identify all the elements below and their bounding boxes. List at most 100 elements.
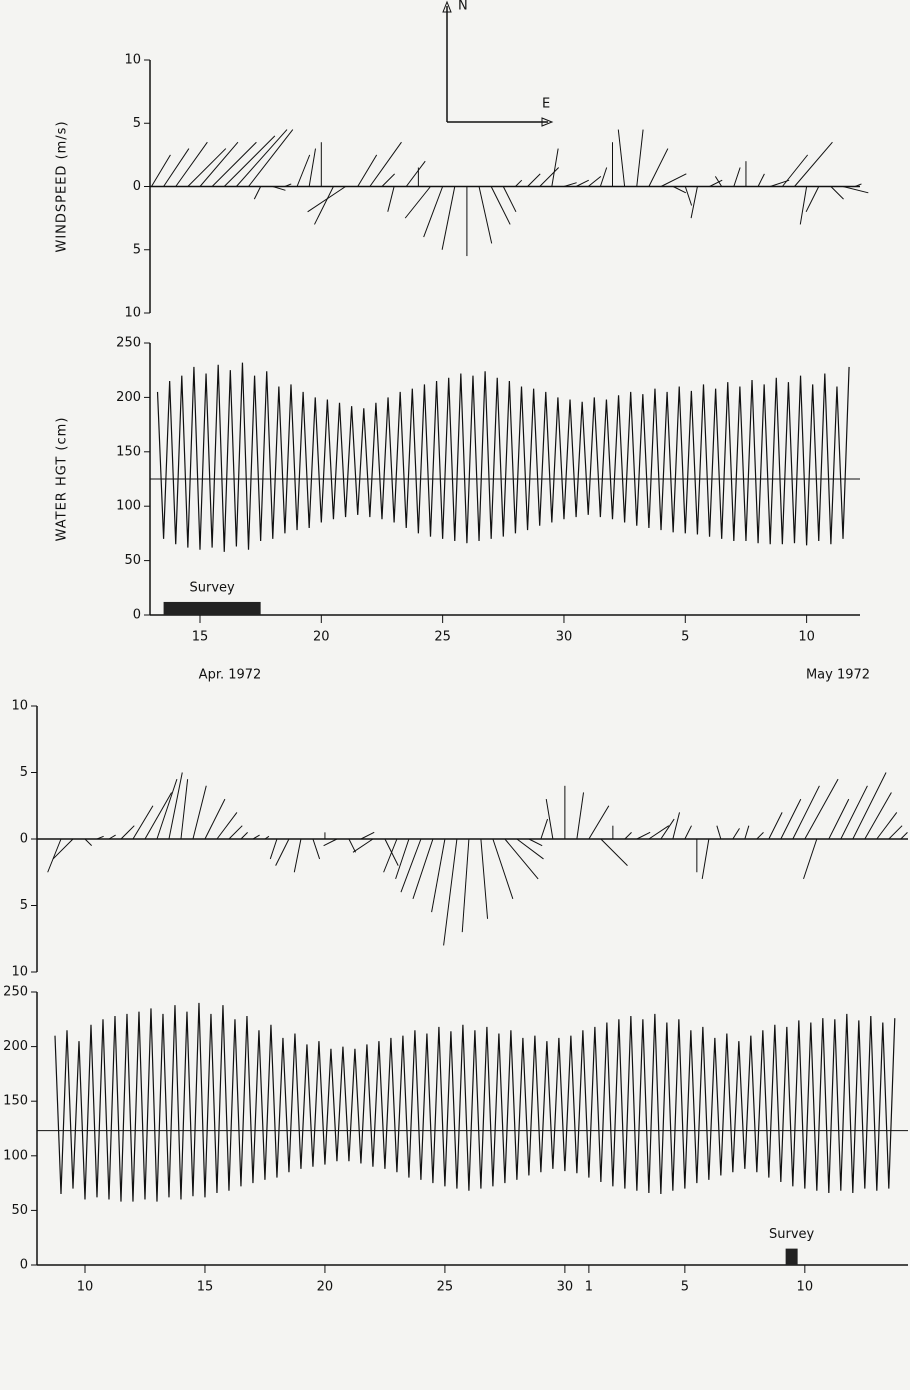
x-tick-label: 1 [585, 1280, 593, 1295]
wind-stick [443, 838, 458, 946]
y-axis-label: WATER HGT (cm) [55, 417, 70, 542]
y-tick-label: 5 [133, 242, 141, 257]
wind-stick [648, 148, 669, 187]
wind-stick [478, 186, 493, 244]
wind-stick [876, 812, 898, 840]
wind-stick [527, 173, 541, 187]
wind-stick [733, 167, 741, 187]
y-tick-label: 200 [3, 1039, 28, 1054]
wind-stick [228, 825, 243, 840]
survey-label: Survey [769, 1227, 815, 1242]
x-tick-label: 25 [437, 1280, 454, 1295]
compass-east-head [541, 117, 554, 127]
wind-stick [528, 838, 543, 847]
y-tick-label: 100 [116, 499, 141, 514]
wind-stick [461, 838, 470, 933]
y-tick-label: 150 [116, 444, 141, 459]
y-tick-label: 5 [20, 898, 28, 913]
wind-stick [660, 818, 675, 840]
wind-stick [504, 838, 539, 880]
wind-stick [223, 135, 276, 187]
water-height-line [156, 362, 850, 552]
wind-stick [852, 772, 887, 840]
wind-stick [588, 805, 610, 840]
y-tick-label: 0 [133, 179, 141, 194]
wind-stick [248, 129, 294, 187]
wind-stick [204, 798, 226, 840]
wind-stick [794, 141, 833, 187]
x-tick-label: 10 [77, 1280, 94, 1295]
wind-stick [275, 838, 290, 866]
wind-stick [412, 838, 434, 900]
wind-stick [441, 186, 456, 250]
wind-stick [803, 838, 818, 880]
wind-stick [264, 835, 270, 840]
wind-stick [307, 186, 346, 213]
wind-stick [423, 186, 444, 238]
wind-stick [636, 831, 651, 840]
wind-stick [900, 831, 908, 840]
y-tick-label: 50 [11, 1203, 28, 1218]
wind-stick [216, 812, 238, 840]
wind-stick [404, 186, 431, 219]
wind-stick [132, 805, 154, 840]
wind-stick [744, 825, 750, 840]
wind-stick [431, 838, 446, 913]
wind-stick [780, 798, 802, 840]
y-tick-label: 10 [11, 699, 28, 714]
wind-stick [240, 831, 248, 840]
wind-stick [672, 186, 687, 194]
wind-stick [180, 779, 189, 840]
x-axis-label: Apr. 1972 [199, 668, 262, 683]
x-tick-label: 30 [556, 630, 573, 645]
wind-stick [828, 798, 850, 840]
x-tick-label: 10 [798, 630, 815, 645]
wind-stick [151, 154, 171, 187]
wind-stick [599, 167, 608, 187]
wind-stick [272, 186, 286, 191]
wind-stick [357, 154, 378, 187]
y-tick-label: 150 [3, 1094, 28, 1109]
wind-stick [648, 825, 670, 840]
wind-stick [236, 129, 288, 187]
x-tick-label: 25 [434, 630, 451, 645]
y-tick-label: 10 [124, 306, 141, 321]
y-axis-label: WINDSPEED (m/s) [55, 120, 70, 252]
wind-stick [805, 186, 820, 213]
wind-stick [804, 778, 839, 840]
wind-stick [192, 785, 207, 840]
wind-stick [709, 179, 723, 187]
wind-stick [253, 186, 262, 200]
wind-stick [672, 812, 680, 840]
compass-east-label: E [542, 97, 550, 112]
wind-stick [854, 183, 862, 187]
wind-stick [405, 160, 426, 187]
wind-stick [144, 792, 173, 840]
x-tick-label: 15 [197, 1280, 214, 1295]
wind-stick [864, 792, 892, 840]
wind-stick [490, 186, 511, 225]
x-tick-label: 10 [797, 1280, 814, 1295]
wind-stick [624, 831, 632, 840]
y-tick-label: 0 [133, 608, 141, 623]
wind-stick [714, 176, 723, 187]
wind-stick [684, 825, 692, 840]
wind-stick [400, 838, 422, 893]
wind-stick [660, 173, 687, 187]
x-tick-label: 15 [192, 630, 209, 645]
wind-stick [768, 812, 783, 840]
wind-stick [756, 831, 764, 840]
wind-stick [369, 141, 402, 187]
wind-stick [539, 167, 560, 187]
wind-stick [540, 818, 549, 840]
wind-stick [381, 173, 395, 187]
wind-stick [840, 785, 868, 840]
x-tick-label: 20 [313, 630, 330, 645]
x-tick-label: 20 [317, 1280, 334, 1295]
wind-stick [684, 186, 693, 206]
wind-stick [617, 129, 626, 187]
wind-stick [516, 838, 544, 860]
wind-stick [312, 838, 321, 860]
wind-stick [502, 186, 517, 213]
